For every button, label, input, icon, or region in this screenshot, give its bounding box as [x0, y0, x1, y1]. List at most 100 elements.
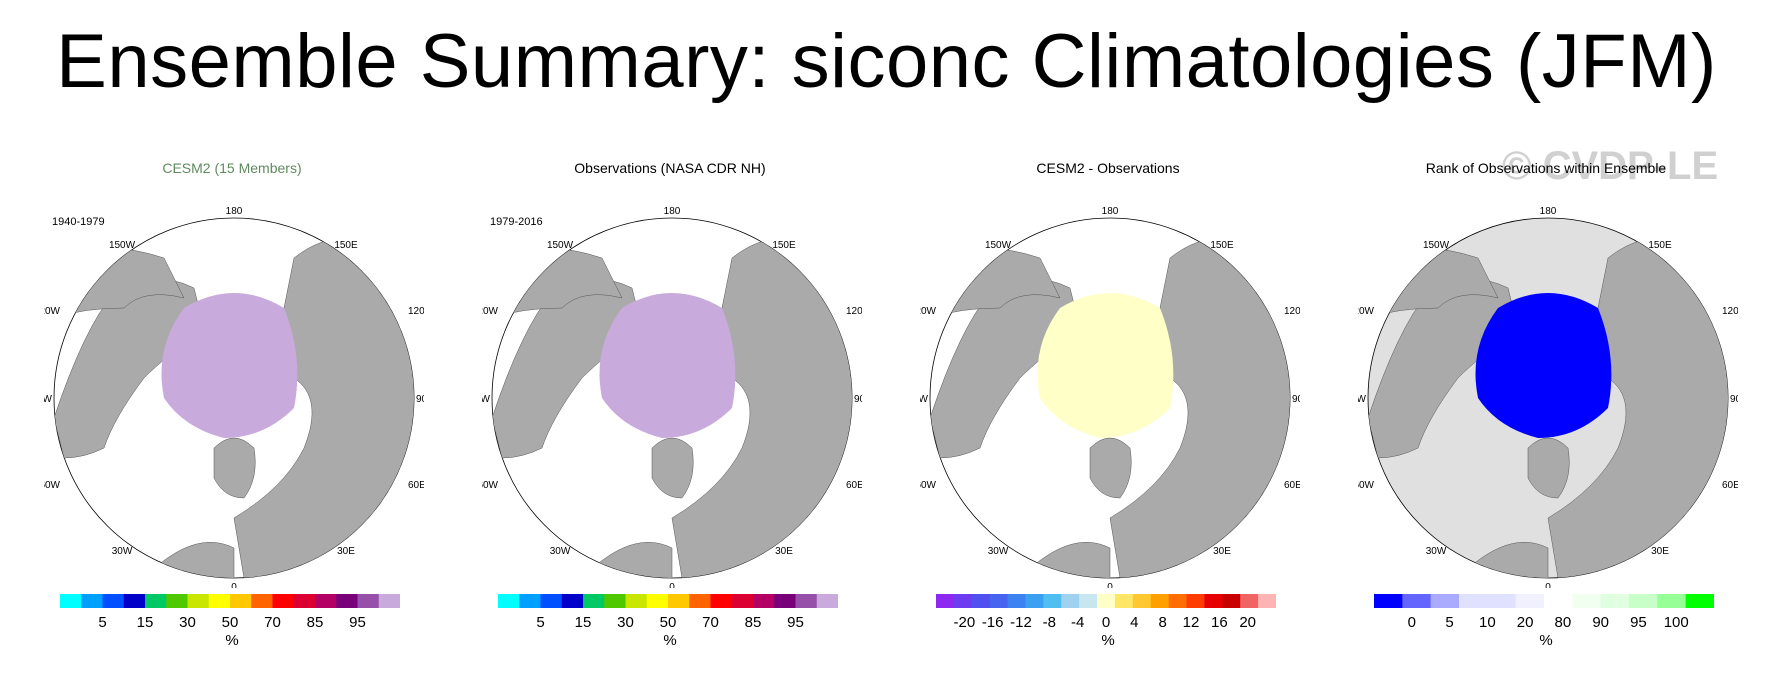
colorbar-swatch: [1430, 594, 1460, 608]
longitude-label: 90E: [1292, 394, 1300, 405]
colorbar-swatch: [604, 594, 626, 608]
colorbar-swatch: [1240, 594, 1259, 608]
colorbar-swatch: [102, 594, 125, 608]
period-label: 1940-1979: [52, 216, 105, 228]
colorbar-swatch: [1150, 594, 1170, 608]
colorbar-swatch: [1007, 594, 1026, 608]
longitude-label: 0: [1107, 582, 1113, 588]
colorbar-tick-label: 5: [98, 614, 107, 631]
colorbar-swatch: [145, 594, 167, 608]
colorbar-swatch: [816, 594, 838, 608]
colorbar-swatch: [378, 594, 400, 608]
longitude-label: 60E: [1284, 480, 1300, 491]
colorbar-unit: %: [1539, 632, 1553, 649]
longitude-label: 90W: [44, 394, 53, 405]
colorbar-swatch: [774, 594, 796, 608]
colorbar-swatch: [1629, 594, 1658, 608]
colorbar-swatch: [1097, 594, 1116, 608]
colorbar-ticks: 5 15 30 50 70 85 95: [498, 614, 838, 632]
longitude-label: 30E: [337, 546, 355, 557]
colorbar-tick-label: 85: [306, 614, 324, 631]
colorbar-tick-label: 20: [1516, 614, 1534, 631]
colorbar-swatch: [989, 594, 1009, 608]
longitude-label: 30E: [1651, 546, 1669, 557]
colorbar-swatch: [315, 594, 337, 608]
longitude-label: 0: [231, 582, 237, 588]
land-mass: [1089, 437, 1132, 499]
longitude-label: 150E: [1648, 240, 1672, 251]
colorbar-tick-label: 16: [1210, 614, 1228, 631]
colorbar-swatch: [1168, 594, 1188, 608]
colorbar-tick-label: -20: [953, 614, 976, 631]
colorbar-swatch: [81, 594, 103, 608]
colorbar-swatch: [1487, 594, 1517, 608]
longitude-label: 90W: [920, 394, 929, 405]
colorbar-tick-label: 30: [617, 614, 634, 631]
colorbar-tick-label: -8: [1042, 614, 1056, 631]
longitude-label: 150W: [109, 240, 136, 251]
land-mass: [1527, 437, 1570, 499]
colorbar-tick-label: 95: [349, 614, 366, 631]
colorbar-swatch: [230, 594, 252, 608]
colorbar-swatch: [583, 594, 605, 608]
colorbar-swatch: [251, 594, 273, 608]
colorbar-swatch: [1402, 594, 1432, 608]
longitude-label: 0: [669, 582, 675, 588]
colorbar-swatch: [710, 594, 733, 608]
colorbar-swatch: [1685, 594, 1714, 608]
longitude-label: 150E: [772, 240, 796, 251]
longitude-label: 150E: [334, 240, 358, 251]
colorbar-swatch: [1657, 594, 1687, 608]
colorbar-swatch: [1079, 594, 1098, 608]
colorbar-swatch: [1132, 594, 1152, 608]
colorbar-unit: %: [225, 632, 239, 649]
longitude-label: 150W: [547, 240, 574, 251]
colorbar-swatch: [1459, 594, 1488, 608]
longitude-label: 30W: [1426, 546, 1447, 557]
colorbar-tick-label: 85: [744, 614, 762, 631]
colorbar-swatch: [187, 594, 210, 608]
colorbar-swatch: [936, 594, 955, 608]
colorbar-swatch: [1114, 594, 1134, 608]
map-panel-4: Rank of Observations within Ensemble 180 0…: [1336, 160, 1756, 660]
colorbar-tick-label: -4: [1070, 614, 1085, 631]
colorbar-tick-label: 50: [221, 614, 239, 631]
colorbar-swatch: [1186, 594, 1205, 608]
colorbar-swatch: [1025, 594, 1044, 608]
panel-title: CESM2 - Observations: [1036, 160, 1180, 176]
longitude-label: 180: [1540, 206, 1557, 217]
longitude-label: 30W: [988, 546, 1009, 557]
colorbar-swatch: [1600, 594, 1630, 608]
colorbar-swatch: [753, 594, 775, 608]
longitude-label: 30W: [550, 546, 571, 557]
colorbar-tick-label: 30: [179, 614, 196, 631]
longitude-label: 120E: [846, 306, 862, 317]
colorbar-swatch: [208, 594, 231, 608]
longitude-label: 60W: [1358, 480, 1375, 491]
colorbar: [1374, 594, 1714, 608]
colorbar: [60, 594, 400, 608]
colorbar-swatch: [1258, 594, 1276, 608]
colorbar-ticks: 5 15 30 50 70 85 95: [60, 614, 400, 632]
longitude-label: 60E: [1722, 480, 1738, 491]
colorbar-swatch: [357, 594, 380, 608]
colorbar-ticks: -20 -16 -12 -8 -4 0 4 8 12 16 20: [936, 614, 1276, 632]
colorbar-swatch: [123, 594, 146, 608]
colorbar-swatch: [561, 594, 584, 608]
colorbar-tick-label: 20: [1239, 614, 1256, 631]
colorbar-tick-label: 95: [787, 614, 804, 631]
colorbar-tick-label: -12: [1010, 614, 1032, 631]
colorbar-tick-label: 80: [1554, 614, 1572, 631]
colorbar-swatch: [1204, 594, 1223, 608]
colorbar-tick-label: 5: [536, 614, 545, 631]
longitude-label: 90E: [416, 394, 424, 405]
colorbar-swatch: [795, 594, 818, 608]
sea-ice-field: [1475, 293, 1612, 438]
